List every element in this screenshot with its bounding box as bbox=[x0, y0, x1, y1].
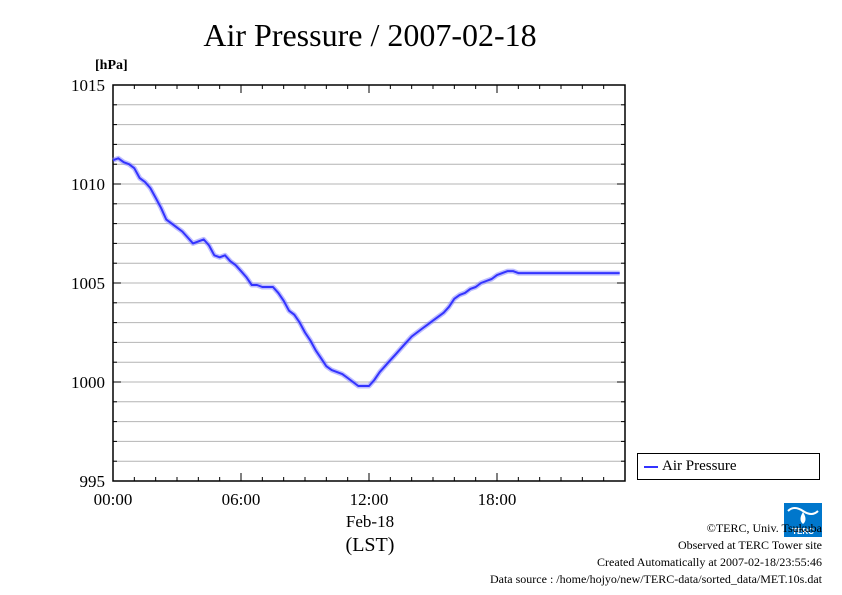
x-axis-date-label: Feb-18 bbox=[346, 512, 394, 531]
y-tick-label: 1005 bbox=[71, 274, 105, 293]
legend-label: Air Pressure bbox=[662, 458, 737, 474]
series-layer bbox=[112, 155, 620, 389]
x-tick-label: 00:00 bbox=[94, 490, 133, 509]
credit-copyright: ©TERC, Univ. Tsukuba bbox=[706, 521, 822, 535]
y-tick-label: 995 bbox=[80, 472, 106, 491]
credit-source: Data source : /home/hojyo/new/TERC-data/… bbox=[489, 572, 822, 586]
credit-observed: Observed at TERC Tower site bbox=[677, 538, 822, 552]
legend-swatch bbox=[644, 466, 658, 468]
y-axis-label: [hPa] bbox=[95, 58, 128, 73]
terc-logo: TERC bbox=[784, 503, 822, 537]
y-tick-labels: 995 1000 1005 1010 1015 bbox=[71, 76, 105, 491]
x-tick-label: 06:00 bbox=[222, 490, 261, 509]
credit-created: Created Automatically at 2007-02-18/23:5… bbox=[597, 555, 822, 569]
logo-text: TERC bbox=[792, 527, 814, 536]
grid-lines bbox=[113, 104, 625, 462]
y-tick-label: 1010 bbox=[71, 175, 105, 194]
chart-title: Air Pressure / 2007-02-18 bbox=[203, 17, 536, 53]
x-tick-label: 12:00 bbox=[350, 490, 389, 509]
x-axis-timezone-label: (LST) bbox=[346, 534, 395, 556]
x-tick-labels: 00:00 06:00 12:00 18:00 bbox=[94, 490, 517, 509]
legend: Air Pressure bbox=[637, 453, 820, 480]
y-tick-label: 1000 bbox=[71, 373, 105, 392]
series-line-air-pressure bbox=[112, 157, 620, 387]
y-tick-label: 1015 bbox=[71, 76, 105, 95]
axis-ticks bbox=[112, 84, 626, 482]
x-tick-label: 18:00 bbox=[478, 490, 517, 509]
